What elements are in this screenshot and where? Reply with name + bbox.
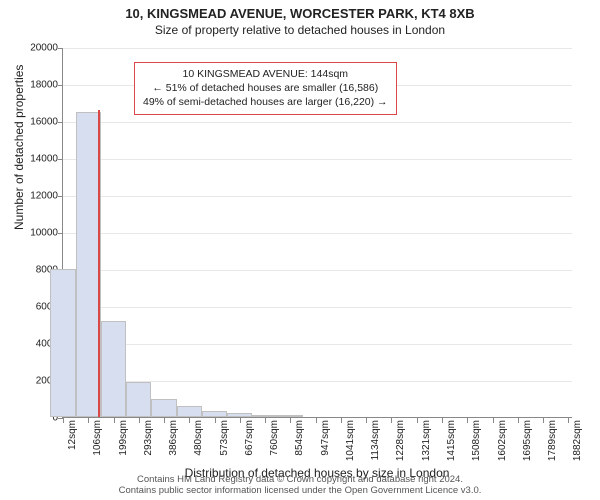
y-tick-label: 10000: [30, 228, 58, 239]
chart-container: 10, KINGSMEAD AVENUE, WORCESTER PARK, KT…: [0, 0, 600, 500]
x-tick: [139, 418, 140, 423]
x-tick-label: 760sqm: [269, 420, 280, 456]
grid-line: [63, 122, 572, 123]
x-tick: [366, 418, 367, 423]
histogram-bar: [252, 415, 277, 417]
x-tick: [518, 418, 519, 423]
x-tick: [240, 418, 241, 423]
x-tick-label: 573sqm: [219, 420, 230, 456]
x-tick: [316, 418, 317, 423]
x-tick-label: 1882sqm: [572, 420, 583, 461]
histogram-bar: [126, 382, 151, 417]
title-main: 10, KINGSMEAD AVENUE, WORCESTER PARK, KT…: [0, 6, 600, 21]
x-tick-label: 947sqm: [320, 420, 331, 456]
title-block: 10, KINGSMEAD AVENUE, WORCESTER PARK, KT…: [0, 0, 600, 37]
histogram-bar: [151, 399, 176, 418]
x-tick-label: 199sqm: [118, 420, 129, 456]
y-tick-label: 16000: [30, 117, 58, 128]
annotation-line: 49% of semi-detached houses are larger (…: [143, 95, 388, 109]
y-tick: [58, 196, 63, 197]
y-tick-label: 18000: [30, 80, 58, 91]
grid-line: [63, 48, 572, 49]
x-tick: [543, 418, 544, 423]
histogram-bar: [101, 321, 126, 417]
x-tick: [189, 418, 190, 423]
x-tick-label: 1041sqm: [345, 420, 356, 461]
histogram-bar: [278, 415, 303, 417]
x-tick-label: 1695sqm: [522, 420, 533, 461]
x-tick-label: 386sqm: [168, 420, 179, 456]
x-tick-label: 106sqm: [92, 420, 103, 456]
x-tick: [215, 418, 216, 423]
title-sub: Size of property relative to detached ho…: [0, 23, 600, 37]
x-tick: [467, 418, 468, 423]
y-tick-label: 12000: [30, 191, 58, 202]
x-tick-label: 1602sqm: [497, 420, 508, 461]
grid-line: [63, 270, 572, 271]
x-tick: [88, 418, 89, 423]
x-tick: [417, 418, 418, 423]
y-tick: [58, 122, 63, 123]
annotation-line: ← 51% of detached houses are smaller (16…: [143, 81, 388, 95]
grid-line: [63, 233, 572, 234]
x-tick: [63, 418, 64, 423]
x-tick-label: 1789sqm: [547, 420, 558, 461]
x-tick-label: 293sqm: [143, 420, 154, 456]
x-tick-label: 1228sqm: [395, 420, 406, 461]
x-tick-label: 1508sqm: [471, 420, 482, 461]
x-tick-label: 854sqm: [294, 420, 305, 456]
x-tick: [114, 418, 115, 423]
grid-line: [63, 159, 572, 160]
grid-line: [63, 344, 572, 345]
x-tick: [442, 418, 443, 423]
x-tick: [265, 418, 266, 423]
grid-line: [63, 196, 572, 197]
footer: Contains HM Land Registry data © Crown c…: [0, 474, 600, 496]
footer-line-2: Contains public sector information licen…: [0, 485, 600, 496]
y-tick: [58, 48, 63, 49]
chart-wrap: 0200040006000800010000120001400016000180…: [62, 48, 572, 418]
x-tick-label: 1415sqm: [446, 420, 457, 461]
x-tick-label: 480sqm: [193, 420, 204, 456]
annotation-box: 10 KINGSMEAD AVENUE: 144sqm← 51% of deta…: [134, 62, 397, 115]
marker-line: [98, 110, 100, 417]
x-tick-label: 1321sqm: [421, 420, 432, 461]
x-tick-label: 667sqm: [244, 420, 255, 456]
footer-line-1: Contains HM Land Registry data © Crown c…: [0, 474, 600, 485]
histogram-bar: [177, 406, 202, 417]
y-axis-title: Number of detached properties: [12, 65, 26, 230]
y-tick-label: 14000: [30, 154, 58, 165]
histogram-bar: [50, 269, 75, 417]
y-tick: [58, 85, 63, 86]
x-tick-label: 1134sqm: [370, 420, 381, 460]
histogram-bar: [202, 411, 227, 417]
histogram-bar: [227, 413, 252, 417]
y-tick-label: 20000: [30, 43, 58, 54]
x-tick: [164, 418, 165, 423]
x-tick-label: 12sqm: [67, 420, 78, 450]
grid-line: [63, 307, 572, 308]
x-tick: [341, 418, 342, 423]
x-tick: [391, 418, 392, 423]
x-tick: [493, 418, 494, 423]
y-tick: [58, 233, 63, 234]
x-tick: [290, 418, 291, 423]
y-tick: [58, 159, 63, 160]
annotation-line: 10 KINGSMEAD AVENUE: 144sqm: [143, 67, 388, 81]
x-tick: [568, 418, 569, 423]
